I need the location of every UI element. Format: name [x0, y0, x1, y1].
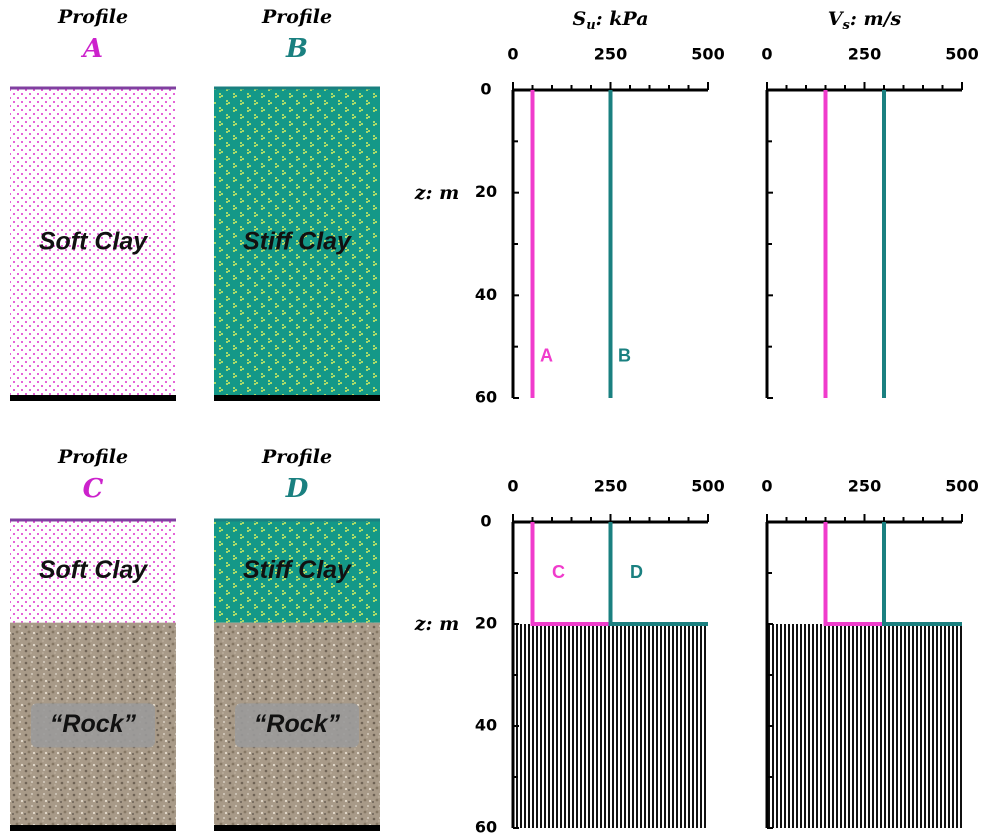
title-symbol: S — [572, 8, 586, 30]
chart-title: Vs: m/s — [828, 8, 902, 33]
profile-line — [826, 522, 963, 624]
series-label: A — [540, 346, 553, 366]
y-axis-label: z: m — [414, 613, 460, 635]
y-axis-label: z: m — [414, 182, 460, 204]
y-tick-label: 60 — [475, 388, 497, 407]
diagram: Profile A Soft Clay Profile B Stiff Clay Profi… — [0, 0, 985, 838]
profile-name: D — [285, 474, 309, 504]
page: {"profiles": [ {"title": "Profile", "nam… — [0, 0, 985, 838]
profile-title: Profile — [57, 6, 128, 28]
series-label: B — [618, 346, 631, 366]
y-tick-label: 20 — [475, 182, 497, 201]
x-tick-label: 500 — [945, 477, 978, 496]
title-unit: : m/s — [850, 8, 902, 30]
x-tick-label: 250 — [594, 477, 627, 496]
profile-name: A — [80, 34, 103, 64]
x-tick-label: 250 — [848, 45, 881, 64]
profile-name: B — [285, 34, 308, 64]
x-tick-label: 500 — [945, 45, 978, 64]
y-tick-label: 60 — [475, 818, 497, 837]
y-tick-label: 40 — [475, 285, 497, 304]
chart-title: Su: kPa — [572, 8, 648, 33]
title-unit: : kPa — [596, 8, 649, 30]
x-tick-label: 500 — [691, 45, 724, 64]
x-tick-label: 0 — [507, 477, 518, 496]
layer-label: Soft Clay — [39, 228, 148, 256]
layer-label: Soft Clay — [39, 556, 148, 584]
profile-title: Profile — [57, 446, 128, 468]
series-label: C — [552, 562, 565, 582]
layer-label: Stiff Clay — [243, 556, 352, 584]
x-tick-label: 250 — [848, 477, 881, 496]
profile-line — [884, 522, 962, 624]
y-tick-label: 40 — [475, 716, 497, 735]
profile-title: Profile — [261, 6, 332, 28]
series-label: D — [630, 562, 643, 582]
layer-label: “Rock” — [50, 710, 137, 738]
y-tick-label: 0 — [480, 512, 491, 531]
y-tick-label: 0 — [480, 80, 491, 99]
profile-name: C — [83, 474, 104, 504]
title-sub: u — [586, 18, 595, 33]
profile-title: Profile — [261, 446, 332, 468]
x-tick-label: 250 — [594, 45, 627, 64]
profile-line — [611, 522, 709, 624]
x-tick-label: 500 — [691, 477, 724, 496]
y-tick-label: 20 — [475, 614, 497, 633]
layer-label: Stiff Clay — [243, 228, 352, 256]
rock-region — [513, 624, 708, 828]
x-tick-label: 0 — [761, 477, 772, 496]
layer-label: “Rock” — [254, 710, 341, 738]
x-tick-label: 0 — [761, 45, 772, 64]
profile-line — [533, 522, 611, 624]
rock-region — [767, 624, 962, 828]
x-tick-label: 0 — [507, 45, 518, 64]
